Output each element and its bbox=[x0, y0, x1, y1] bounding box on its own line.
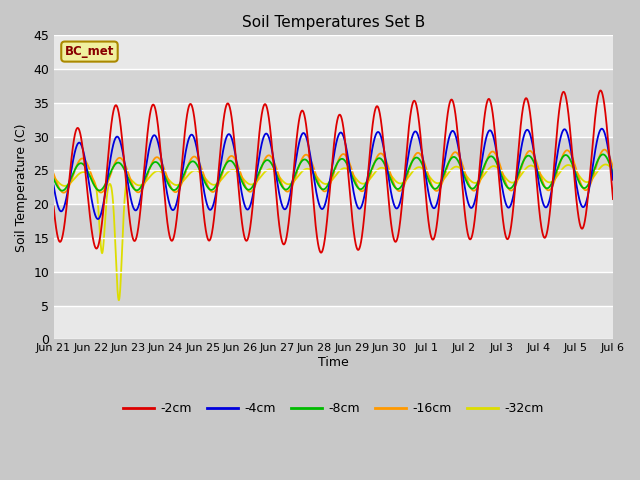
Title: Soil Temperatures Set B: Soil Temperatures Set B bbox=[242, 15, 425, 30]
Bar bbox=[54, 137, 613, 170]
Bar bbox=[54, 36, 613, 69]
Text: BC_met: BC_met bbox=[65, 45, 114, 58]
Bar bbox=[54, 69, 613, 103]
Bar bbox=[54, 272, 613, 306]
Bar bbox=[54, 170, 613, 204]
Bar bbox=[54, 238, 613, 272]
Bar bbox=[54, 103, 613, 137]
X-axis label: Time: Time bbox=[318, 356, 349, 369]
Bar bbox=[54, 204, 613, 238]
Bar bbox=[54, 306, 613, 339]
Legend: -2cm, -4cm, -8cm, -16cm, -32cm: -2cm, -4cm, -8cm, -16cm, -32cm bbox=[118, 397, 548, 420]
Y-axis label: Soil Temperature (C): Soil Temperature (C) bbox=[15, 123, 28, 252]
